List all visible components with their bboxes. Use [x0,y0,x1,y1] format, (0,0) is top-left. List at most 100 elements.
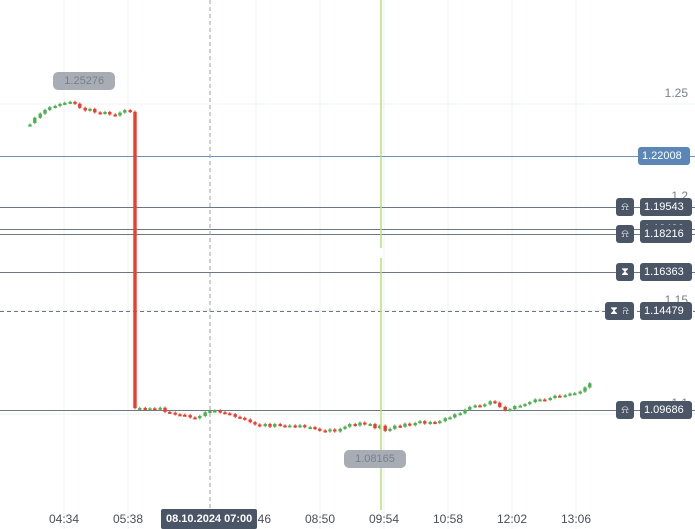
candle-down [293,425,297,428]
candle-up [453,414,457,418]
candle-up [518,405,522,408]
x-tick-label: 08:50 [304,512,335,526]
candle-up [33,117,37,123]
candle-down [78,103,82,108]
candle-up [28,124,32,127]
price-level-lines [0,156,695,411]
candle-down [218,410,222,413]
candle-up [343,426,347,429]
price-level-label[interactable]: 1.09686 [640,401,692,419]
candle-down [93,108,97,113]
candle-up [198,415,202,419]
x-tick-label: 09:54 [368,512,400,526]
candle-up [448,417,452,420]
candle-down [243,417,247,420]
candle-up [378,425,382,429]
bell-icon[interactable]: ⍾ [616,198,634,216]
candle-up [148,408,152,411]
candle-up [53,105,57,108]
candle-up [348,424,352,427]
candle-down [313,427,317,430]
candle-up [513,406,517,410]
candle-down [398,425,402,428]
candle-up [203,412,207,416]
candle-down [248,419,252,423]
candle-down [303,425,307,428]
candle-down [283,425,287,428]
candle-up [473,405,477,408]
price-level-label[interactable]: 1.22008 [638,147,690,165]
candle-down [143,407,147,410]
candlestick-series [28,100,592,433]
candle-up [43,109,47,114]
candle-up [308,427,312,430]
hourglass-icon[interactable]: ⧗ [616,263,634,281]
candle-down [133,111,137,409]
high-price-marker: 1.25276 [53,72,116,91]
candle-down [493,401,497,404]
candle-up [68,101,72,104]
candle-up [138,407,142,410]
candle-up [328,429,332,432]
x-tick-label: 13:06 [560,512,592,526]
price-level-label[interactable]: 1.18216 [640,225,692,243]
price-level-label[interactable]: 1.16363 [640,263,692,281]
candle-down [233,414,237,417]
candle-up [553,395,557,399]
candle-down [353,424,357,427]
candle-up [533,399,537,403]
candle-down [98,112,102,115]
candle-up [118,112,122,116]
candle-up [158,407,162,410]
candle-up [368,424,372,427]
candle-up [418,421,422,424]
candle-up [573,393,577,396]
candle-up [273,424,277,427]
crosshair-time-label: 08.10.2024 07:00 [161,509,258,529]
candle-up [63,102,67,105]
candle-down [128,110,132,113]
candle-up [88,108,92,111]
bell-icon[interactable]: ⍾ [616,225,634,243]
candle-up [208,411,212,414]
candle-up [38,113,42,118]
candle-up [123,110,127,113]
candle-down [253,422,257,425]
x-tick-label: 05:38 [112,512,143,526]
x-tick-label: 10:58 [432,512,464,526]
candle-up [338,428,342,432]
candle-up [588,383,592,388]
candle-up [528,402,532,405]
candle-up [488,401,492,405]
candle-up [508,409,512,412]
bell-icon[interactable]: ⍾ [616,401,634,419]
candle-down [73,101,77,104]
candle-down [183,414,187,417]
candle-down [363,422,367,425]
candle-down [178,414,182,417]
candle-down [503,406,507,411]
candle-down [153,408,157,411]
candle-down [173,412,177,415]
candle-up [443,418,447,422]
hourglass-icon[interactable]: ⧗ [605,302,623,320]
candle-up [358,422,362,426]
candle-up [393,425,397,429]
price-level-label[interactable]: 1.14479 [640,302,692,320]
candle-up [458,413,462,416]
candle-up [438,421,442,424]
candle-up [298,425,302,428]
candle-down [188,415,192,418]
candle-up [548,398,552,401]
candle-up [413,423,417,426]
candle-down [543,399,547,402]
candle-down [423,421,427,424]
candle-down [433,421,437,424]
price-level-label[interactable]: 1.19543 [640,198,692,216]
candle-down [318,428,322,431]
candle-up [58,103,62,106]
candle-up [483,404,487,407]
candle-down [383,425,387,431]
candle-down [373,424,377,429]
